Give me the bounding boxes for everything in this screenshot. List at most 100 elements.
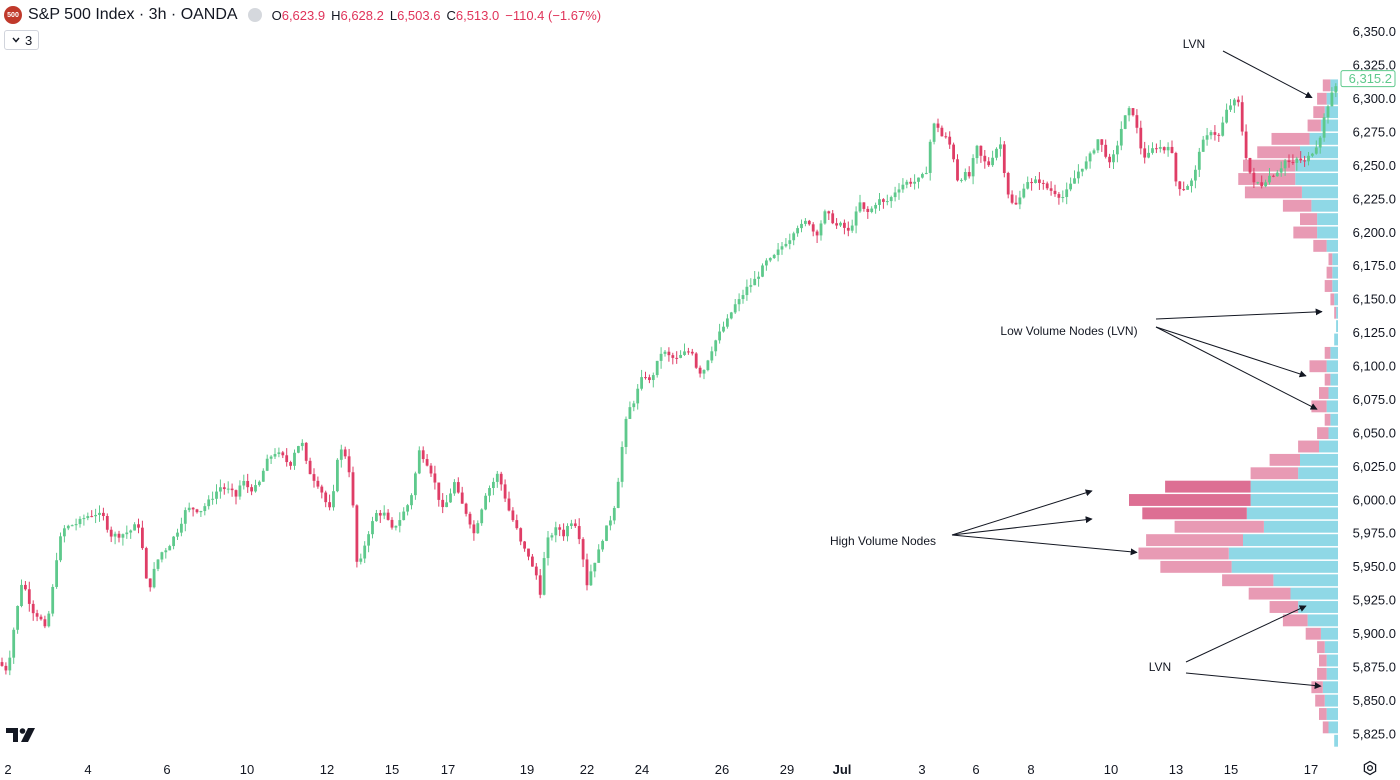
candle-body <box>238 485 242 497</box>
candle-body <box>527 548 530 557</box>
candle-body <box>437 482 441 500</box>
candle-body <box>74 524 78 526</box>
candle-body <box>27 589 31 604</box>
candle-body <box>932 123 936 142</box>
candle-body <box>948 136 952 145</box>
candle-body <box>1069 183 1072 190</box>
candle-body <box>1307 155 1310 162</box>
time-axis[interactable]: 2 4 6 10 12 15 17 19 22 24 26 29 Jul 3 6 8 10 13 15 17 <box>4 762 1318 777</box>
candle-body <box>199 511 203 513</box>
candle-body <box>1233 99 1236 106</box>
candle-body <box>1147 152 1150 158</box>
candle-body <box>492 481 495 489</box>
settings-gear-icon[interactable] <box>1362 760 1378 776</box>
candle-body <box>297 446 300 453</box>
candle-body <box>1197 151 1201 170</box>
candle-body <box>523 541 526 549</box>
candle-body <box>304 442 308 461</box>
volume-profile-up-bar <box>1311 199 1338 212</box>
candle-body <box>507 498 511 511</box>
candle-body <box>1108 156 1111 163</box>
candle-body <box>612 507 616 521</box>
indicators-toggle[interactable]: 3 <box>4 30 40 50</box>
candle-body <box>1299 158 1303 161</box>
candle-body <box>1236 99 1240 103</box>
candle-body <box>98 512 101 515</box>
candle-body <box>133 524 136 531</box>
volume-profile-up-bar <box>1317 226 1338 239</box>
candle-body <box>488 488 491 496</box>
volume-profile-down-bar <box>1324 280 1333 292</box>
candle-body <box>519 528 523 542</box>
candle-body <box>1026 182 1030 189</box>
candle-body <box>261 470 265 482</box>
candle-body <box>390 519 394 528</box>
candle-body <box>460 492 464 504</box>
candle-body <box>1116 145 1119 155</box>
candle-body <box>1221 122 1225 136</box>
candle-body <box>675 357 679 359</box>
indicator-count: 3 <box>25 32 33 48</box>
candle-body <box>20 584 23 607</box>
candle-body <box>43 619 47 627</box>
candle-body <box>375 513 378 522</box>
volume-profile-up-bar <box>1334 734 1338 747</box>
candle-body <box>359 558 363 562</box>
candle-body <box>913 181 916 184</box>
candle-body <box>472 524 476 534</box>
candle-body <box>761 265 764 277</box>
candle-body <box>893 192 897 198</box>
x-tick-label: 2 <box>4 762 11 777</box>
candle-body <box>987 161 991 166</box>
volume-profile-up-bar <box>1326 400 1338 413</box>
volume-profile-up-bar <box>1322 681 1338 694</box>
volume-profile-up-bar <box>1301 186 1338 199</box>
candle-body <box>105 516 109 530</box>
candle-body <box>219 487 222 492</box>
volume-profile <box>1129 79 1338 747</box>
chart-legend-header: 500 S&P 500 Index · 3h · OANDA O6,623.9 … <box>4 5 601 25</box>
candle-body <box>733 304 737 313</box>
x-tick-label: 4 <box>84 762 91 777</box>
candle-body <box>195 509 199 513</box>
volume-profile-down-bar <box>1322 721 1329 734</box>
symbol-title[interactable]: S&P 500 Index · 3h · OANDA <box>28 6 238 23</box>
volume-profile-up-bar <box>1334 333 1338 346</box>
candle-body <box>776 249 780 255</box>
candle-body <box>862 202 866 209</box>
candle-body <box>339 449 343 460</box>
volume-profile-up-bar <box>1332 280 1338 292</box>
candle-body <box>609 520 612 526</box>
candle-body <box>885 201 889 203</box>
candle-body <box>690 351 694 354</box>
candle-body <box>811 224 815 232</box>
volume-profile-down-bar <box>1282 199 1312 212</box>
candle-body <box>343 449 347 457</box>
candle-body <box>1053 190 1057 195</box>
tradingview-logo-icon[interactable] <box>6 726 40 744</box>
price-axis[interactable]: 6,350.0 6,325.0 6,300.0 6,275.0 6,250.0 6,225… <box>1340 24 1396 741</box>
volume-profile-down-bar <box>1319 387 1329 399</box>
candle-body <box>265 458 269 471</box>
close-value: 6,513.0 <box>455 7 500 23</box>
volume-profile-down-bar <box>1174 520 1264 533</box>
candle-body <box>421 450 425 460</box>
x-tick-label: 24 <box>635 762 649 777</box>
candle-body <box>967 172 971 177</box>
volume-profile-down-bar <box>1298 440 1319 453</box>
volume-profile-up-bar <box>1326 360 1338 373</box>
volume-profile-down-bar <box>1138 547 1229 560</box>
candle-body <box>562 529 565 537</box>
candle-body <box>363 545 367 559</box>
candle-body <box>687 351 690 353</box>
candle-body <box>858 202 862 212</box>
candle-body <box>1170 146 1174 154</box>
candle-body <box>780 246 784 250</box>
candle-body <box>570 523 573 526</box>
candle-body <box>534 566 538 576</box>
candle-body <box>1174 153 1178 182</box>
candle-body <box>1248 157 1252 173</box>
candle-body <box>882 199 885 202</box>
volume-profile-up-bar <box>1250 494 1338 506</box>
